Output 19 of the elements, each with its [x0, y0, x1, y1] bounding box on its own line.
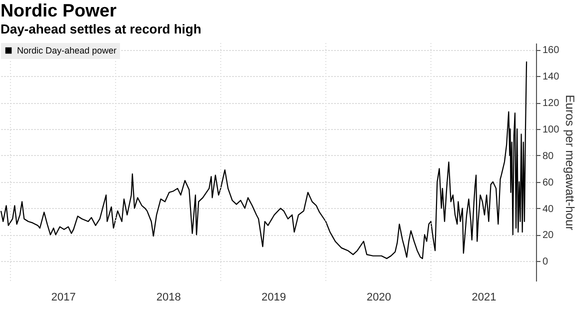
- x-tick-label: 2020: [366, 292, 392, 304]
- x-tick-label: 2018: [156, 292, 181, 304]
- x-tick-label: 2021: [472, 292, 496, 304]
- legend-label: Nordic Day-ahead power: [17, 46, 117, 56]
- chart-subtitle: Day-ahead settles at record high: [0, 22, 202, 36]
- chart-title: Nordic Power: [0, 0, 116, 20]
- line-series: [0, 60, 528, 260]
- y-tick-label: 20: [542, 230, 554, 242]
- y-tick-label: 0: [542, 256, 548, 268]
- x-tick-label: 2017: [51, 292, 76, 304]
- y-tick-label: 140: [542, 72, 560, 83]
- y-tick-label: 100: [542, 124, 560, 136]
- y-tick-label: 60: [542, 177, 554, 188]
- y-axis-title: Euros per megawatt-hour: [563, 94, 578, 230]
- y-tick-label: 160: [542, 45, 560, 56]
- x-tick-label: 2019: [261, 292, 286, 304]
- y-tick-label: 80: [542, 150, 554, 162]
- y-tick-label: 120: [542, 98, 560, 109]
- y-tick-label: 40: [542, 204, 554, 215]
